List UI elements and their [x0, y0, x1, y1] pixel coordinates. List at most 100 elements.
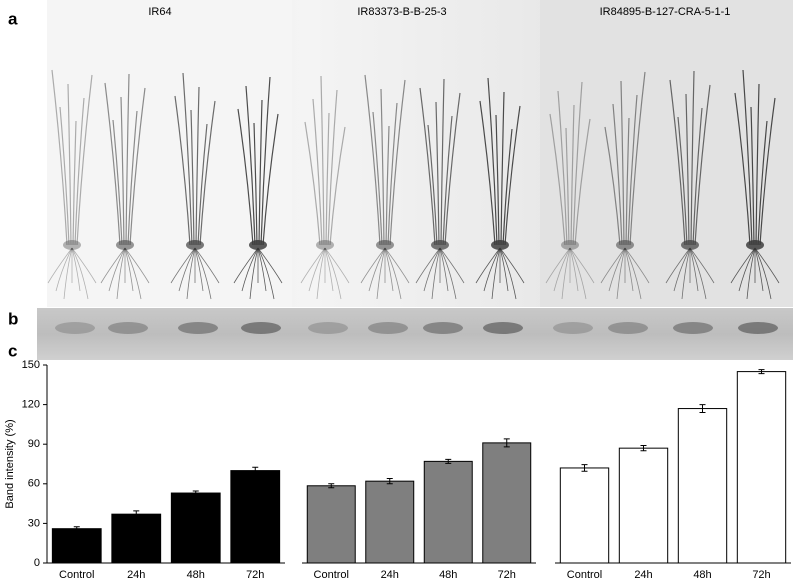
seed	[746, 240, 764, 250]
error-bar	[581, 464, 588, 472]
bar	[365, 480, 415, 564]
root	[170, 247, 196, 284]
root	[439, 247, 457, 300]
seed	[63, 240, 81, 250]
seedling-leaf	[677, 116, 688, 246]
seedling-leaf	[174, 95, 191, 246]
seedling-leaf	[549, 113, 566, 246]
root	[384, 247, 410, 284]
blot-band	[108, 322, 148, 334]
x-tick-label: 72h	[752, 569, 770, 581]
seedling-leaf	[262, 113, 279, 246]
seedling-leaf	[327, 89, 338, 246]
root	[71, 247, 81, 292]
seedling-leaf	[692, 107, 703, 246]
seed	[186, 240, 204, 250]
photo-section	[540, 0, 793, 307]
blot-band	[483, 322, 523, 334]
seedling-leaf	[572, 81, 583, 246]
y-tick-label: 90	[28, 438, 40, 450]
seed	[316, 240, 334, 250]
seedling-leaf	[565, 127, 570, 246]
photo-decor	[47, 69, 780, 334]
root	[730, 247, 756, 284]
y-axis-label: Band intensity (%)	[4, 419, 16, 508]
root	[545, 247, 571, 284]
blot-band	[673, 322, 713, 334]
error-bar	[133, 510, 140, 518]
root	[754, 247, 764, 292]
error-bar	[699, 404, 706, 414]
seedling-leaf	[387, 102, 398, 246]
seedling-leaf	[253, 122, 258, 246]
root	[439, 247, 465, 284]
root	[100, 247, 126, 284]
blot-band	[308, 322, 348, 334]
seedling-leaf	[67, 83, 72, 246]
seedling-leaf	[260, 76, 271, 246]
root	[624, 247, 634, 292]
root	[108, 247, 126, 292]
panel-label: b	[8, 309, 18, 328]
seedling-leaf	[427, 124, 438, 246]
seedling-leaf	[59, 106, 70, 246]
root	[71, 247, 89, 300]
seedling-leaf	[620, 80, 625, 246]
blot-band	[553, 322, 593, 334]
seedling-leaf	[329, 126, 346, 246]
root	[324, 247, 350, 284]
root	[116, 247, 126, 300]
seedling-leaf	[320, 75, 325, 246]
root	[194, 247, 220, 284]
seedling-leaf	[627, 94, 638, 246]
seedling-leaf	[495, 114, 500, 246]
bar	[618, 447, 669, 564]
seedling-leaf	[750, 106, 755, 246]
root	[124, 247, 150, 284]
root	[194, 247, 212, 300]
panel-label: c	[8, 341, 17, 360]
root	[257, 247, 267, 292]
root	[499, 247, 517, 300]
x-tick-label: 24h	[381, 569, 399, 581]
seedling-leaf	[504, 105, 521, 246]
error-bar	[640, 445, 647, 452]
seedling-leaf	[72, 120, 77, 246]
seedling-leaf	[487, 77, 498, 246]
seedling-leaf	[74, 97, 85, 246]
x-tick-label: 48h	[187, 569, 205, 581]
seed	[249, 240, 267, 250]
root	[376, 247, 386, 300]
seedling-leaf	[372, 111, 383, 246]
blot-band	[423, 322, 463, 334]
seedling-leaf	[195, 86, 200, 246]
error-bar	[73, 526, 80, 532]
root	[431, 247, 441, 300]
root	[624, 247, 642, 300]
error-bar	[252, 466, 259, 475]
error-bar	[386, 478, 393, 485]
seedling-leaf	[245, 85, 256, 246]
seed	[491, 240, 509, 250]
root	[360, 247, 386, 284]
seedling-leaf	[570, 104, 575, 246]
root	[665, 247, 691, 284]
root	[673, 247, 691, 292]
root	[124, 247, 134, 292]
seedling-leaf	[604, 126, 621, 246]
root	[689, 247, 715, 284]
x-tick-label: 72h	[498, 569, 516, 581]
seedling-leaf	[479, 100, 496, 246]
root	[423, 247, 441, 292]
root	[689, 247, 707, 300]
seed	[376, 240, 394, 250]
seedling-leaf	[759, 97, 776, 246]
root	[616, 247, 626, 300]
seedling-leaf	[129, 87, 146, 246]
root	[178, 247, 196, 292]
seedling-leaf	[127, 110, 138, 246]
seedling-leaf	[237, 108, 254, 246]
root	[475, 247, 501, 284]
